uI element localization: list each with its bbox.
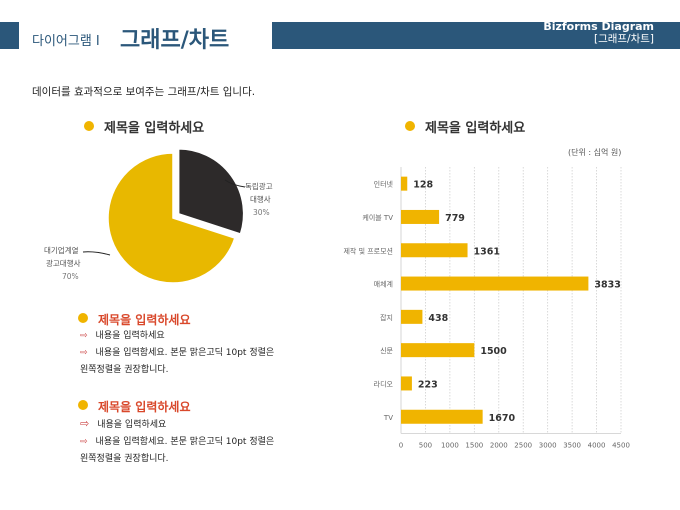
text-block-1-line1: 내용을 입력하세요 (95, 331, 165, 341)
pie-title-text: 제목을 입력하세요 (104, 121, 205, 136)
bar-x-tick-label: 2000 (490, 441, 508, 449)
bar-category-label: 잡지 (380, 313, 393, 322)
bar-mark (401, 409, 483, 424)
arrow-right-icon: ⇨ (80, 348, 88, 358)
text-block-1-line3: 왼쪽정렬을 권장합니다. (80, 365, 169, 375)
bar-value-label: 128 (413, 180, 433, 191)
text-block-1-title-text: 제목을 입력하세요 (98, 313, 191, 327)
hexagon-bullet-icon (78, 400, 88, 410)
brand-subtitle: [그래프/차트] (593, 33, 654, 45)
bar-category-label: 라디오 (374, 379, 394, 388)
text-block-1-title: 제목을 입력하세요 (78, 311, 191, 328)
text-block-2-title: 제목을 입력하세요 (78, 398, 191, 415)
bar-category-label: TV (383, 414, 393, 422)
bar-title-text: 제목을 입력하세요 (425, 121, 526, 136)
text-block-1-line2: 내용을 입력함세요. 본문 맑은고딕 10pt 정렬은 (95, 348, 275, 358)
pie-leader-line-independent (224, 179, 246, 188)
header-accent-block (0, 22, 19, 49)
pie-label-conglomerate-2: 광고대행사 (46, 258, 81, 268)
header-subtitle: 다이어그램 I (32, 34, 100, 49)
bar-section-title: 제목을 입력하세요 (405, 117, 525, 136)
hexagon-bullet-icon (78, 313, 88, 323)
arrow-right-icon: ⇨ (80, 331, 88, 341)
bar-category-label: 신문 (380, 346, 393, 355)
bar-mark (401, 243, 468, 258)
bar-value-label: 438 (428, 313, 448, 324)
text-block-2-line3: 왼쪽정렬을 권장합니다. (80, 454, 169, 464)
pie-leader-line-conglomerate (82, 251, 111, 256)
arrow-right-icon: ⇨ (80, 437, 88, 447)
page-title: 그래프/차트 (120, 28, 230, 53)
bar-x-tick-label: 2500 (514, 441, 532, 449)
text-block-1-body: ⇨ 내용을 입력하세요 ⇨ 내용을 입력함세요. 본문 맑은고딕 10pt 정렬은 … (80, 328, 274, 379)
bar-category-label: 제작 및 프로모션 (343, 246, 393, 255)
text-block-2-body: ⇨ 내용을 입력하세요 ⇨ 내용을 입력함세요. 본문 맑은고딕 10pt 정렬은 … (80, 415, 274, 468)
bar-x-tick-label: 3500 (563, 441, 581, 449)
bar-chart-unit: (단위 : 십억 원) (568, 148, 622, 157)
pie-chart: 독립광고 대행사 30% 대기업계열 광고대행사 70% (44, 148, 273, 284)
brand-name: Bizforms Diagram (543, 20, 654, 33)
text-block-2-title-text: 제목을 입력하세요 (98, 400, 191, 414)
bar-value-label: 1670 (489, 413, 516, 424)
pie-label-independent-2: 대행사 (250, 194, 271, 204)
hexagon-bullet-icon (84, 121, 94, 131)
bar-mark (401, 176, 408, 191)
bar-mark (401, 343, 475, 358)
bar-category-label: 케이블 TV (362, 213, 393, 222)
hexagon-bullet-icon (405, 121, 415, 131)
pie-label-conglomerate-pct: 70% (62, 272, 79, 281)
bar-x-tick-label: 3000 (539, 441, 557, 449)
text-block-2-line2: 내용을 입력함세요. 본문 맑은고딕 10pt 정렬은 (95, 437, 275, 447)
pie-label-conglomerate-1: 대기업계열 (44, 245, 79, 255)
intro-text: 데이터를 효과적으로 보여주는 그래프/차트 입니다. (32, 86, 256, 98)
bar-value-label: 3833 (594, 280, 620, 291)
bar-x-tick-label: 0 (399, 441, 403, 449)
pie-slice-1 (107, 152, 236, 284)
pie-section-title: 제목을 입력하세요 (84, 117, 204, 136)
text-block-2-line1: 내용을 입력하세요 (97, 420, 167, 430)
bar-mark (401, 276, 589, 291)
bar-value-label: 1361 (474, 246, 500, 257)
bar-mark (401, 209, 440, 224)
bar-mark (401, 309, 423, 324)
bar-x-tick-label: 4000 (588, 441, 606, 449)
bar-value-label: 779 (445, 213, 465, 224)
bar-category-label: 인터넷 (374, 180, 394, 189)
pie-label-independent-1: 독립광고 (245, 181, 273, 191)
header-bar (272, 22, 680, 49)
pie-label-independent-pct: 30% (253, 208, 270, 217)
bar-x-tick-label: 1000 (441, 441, 459, 449)
arrow-right-icon: ⇨ (80, 417, 90, 430)
bar-value-label: 1500 (480, 346, 507, 357)
pie-slice-0 (177, 148, 245, 235)
bar-mark (401, 376, 412, 391)
brand: Bizforms Diagram [그래프/차트] (543, 20, 654, 46)
bar-x-tick-label: 500 (419, 441, 432, 449)
bar-x-tick-label: 4500 (612, 441, 630, 449)
bar-x-tick-label: 1500 (465, 441, 483, 449)
bar-category-label: 매체계 (374, 280, 393, 289)
bar-value-label: 223 (418, 379, 438, 390)
